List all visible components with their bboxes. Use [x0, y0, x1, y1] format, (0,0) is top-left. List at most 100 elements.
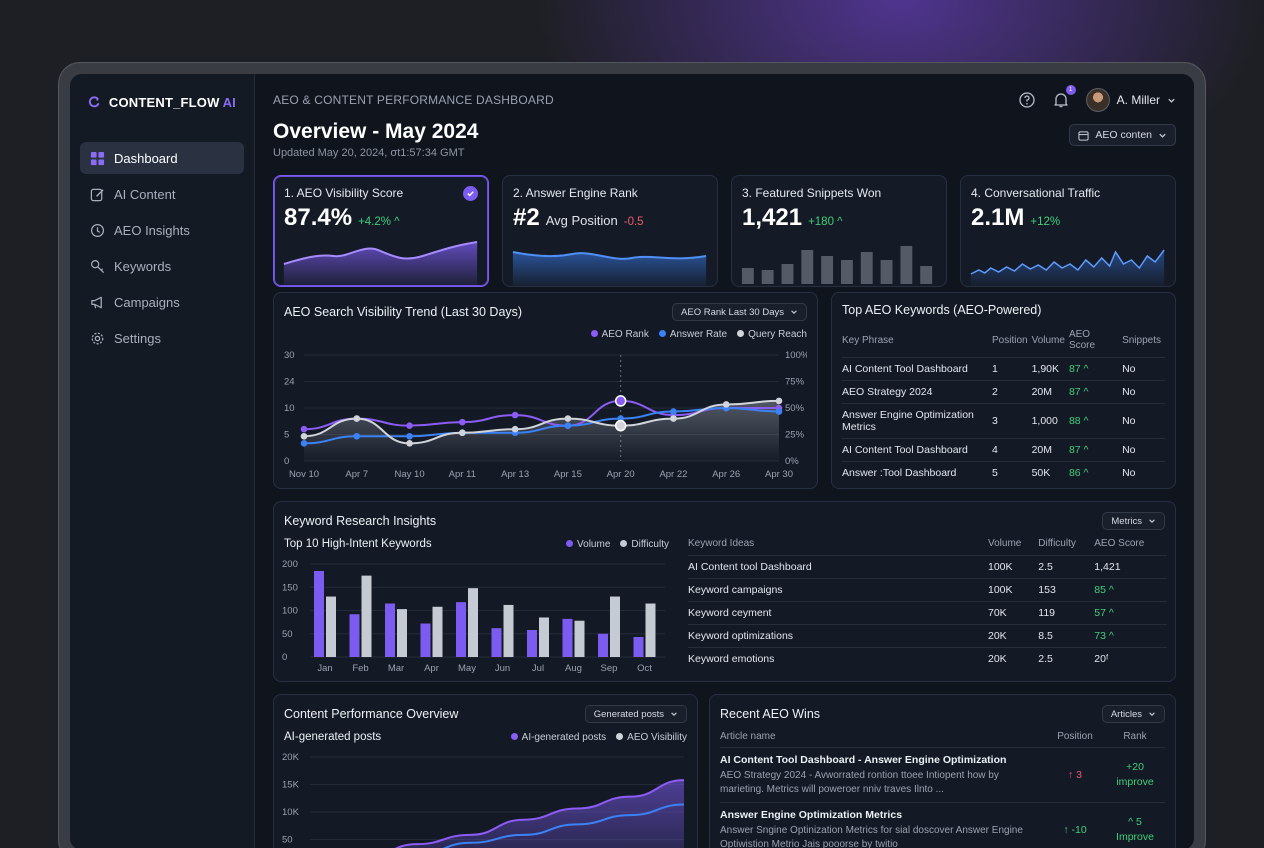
content-filter-dropdown[interactable]: AEO conten: [1069, 124, 1176, 146]
metrics-dropdown[interactable]: Metrics: [1102, 512, 1165, 530]
app-name: CONTENT_FLOW: [108, 94, 220, 110]
table-cell: 20M: [1031, 380, 1069, 404]
table-cell: 153: [1038, 578, 1095, 602]
sidebar-item-keywords[interactable]: Keywords: [80, 250, 244, 282]
table-row[interactable]: Keyword optimizations 20K 8.5 73 ^: [688, 624, 1167, 648]
x-tick-label: Apr 11: [449, 469, 476, 480]
sparkline-visibility: [283, 241, 478, 286]
kpi-card-conversational-traffic[interactable]: 4. Conversational Traffic 2.1M +12%: [960, 175, 1176, 287]
articles-dropdown[interactable]: Articles: [1101, 705, 1165, 723]
table-row[interactable]: Keyword emotions 20K 2.5 20ᶠ: [688, 647, 1167, 670]
data-point: [300, 432, 308, 440]
check-icon: [463, 186, 478, 201]
table-cell: 1,421: [1094, 555, 1167, 579]
bar: [432, 606, 443, 657]
x-tick-label: Apr 20: [607, 469, 635, 480]
table-cell: No: [1122, 461, 1165, 484]
table-row[interactable]: Answer :Tool Dashboard 5 50K 86 ^ No: [842, 461, 1165, 484]
app-logo[interactable]: CONTENT_FLOW AI: [80, 92, 244, 112]
column-header: Rank: [1123, 731, 1147, 742]
sidebar-item-campaigns[interactable]: Campaigns: [80, 286, 244, 318]
x-tick-label: Sep: [601, 663, 618, 674]
area-legend: AI-generated posts AEO Visibility: [510, 732, 687, 743]
key-icon: [90, 259, 105, 273]
kpi-value: 1,421: [742, 204, 803, 231]
legend-item-aeo-visibility: AEO Visibility: [616, 732, 687, 743]
panel-title: AEO Search Visibility Trend (Last 30 Day…: [284, 305, 523, 319]
win-position: ↑ -10: [1063, 824, 1087, 836]
win-rank: ^ 5 Improve: [1105, 815, 1165, 844]
bar-legend: Volume Difficulty: [566, 539, 669, 550]
sidebar-item-label: Settings: [114, 330, 161, 346]
table-cell: AI Content Tool Dashboard: [842, 357, 992, 381]
table-row[interactable]: Keyword ceyment 70K 119 57 ^: [688, 601, 1167, 625]
kpi-card-aeo-visibility[interactable]: 1. AEO Visibility Score 87.4% +4.2% ^: [273, 175, 489, 287]
win-row[interactable]: AI Content Tool Dashboard - Answer Engin…: [720, 748, 1165, 803]
win-rank-value: ^ 5: [1128, 816, 1142, 829]
table-row[interactable]: Keyword campaigns 100K 153 85 ^: [688, 578, 1167, 602]
panel-title: Keyword Research Insights: [284, 514, 437, 528]
column-header: Keyword Ideas: [688, 538, 755, 549]
sidebar-item-ai-content[interactable]: AI Content: [80, 178, 244, 210]
table-cell: 1,000: [1031, 403, 1069, 439]
x-tick-label: Jan: [317, 663, 332, 674]
y-tick-label: 24: [284, 377, 295, 388]
x-tick-label: Nov 10: [289, 469, 319, 480]
sidebar-item-label: AEO Insights: [114, 222, 190, 238]
filter-label: AEO conten: [1095, 129, 1152, 141]
table-row[interactable]: AI Content Tool Dashboard 1 1,90K 87 ^ No: [842, 357, 1165, 381]
trend-range-dropdown[interactable]: AEO Rank Last 30 Days: [672, 303, 807, 321]
sidebar-item-label: Keywords: [114, 258, 172, 274]
column-header: Difficulty: [1038, 538, 1076, 549]
sidebar-item-settings[interactable]: Settings: [80, 322, 244, 354]
trend-legend: AEO Rank Answer Rate Query Reach: [284, 329, 807, 340]
y-tick-label: 200: [282, 559, 298, 570]
y-tick-label: 5: [284, 430, 289, 441]
kpi-delta: -0.5: [623, 216, 644, 228]
dropdown-label: Generated posts: [593, 708, 664, 720]
table-row[interactable]: AEO Strategy 2024 2 20M 87 ^ No: [842, 380, 1165, 404]
generated-posts-dropdown[interactable]: Generated posts: [584, 705, 687, 723]
bar: [574, 620, 585, 657]
series-line-2: [303, 399, 780, 445]
data-point: [670, 415, 677, 422]
kpi-label: 4. Conversational Traffic: [971, 186, 1101, 200]
bars-snippets: [741, 246, 933, 284]
kpi-card-answer-engine-rank[interactable]: 2. Answer Engine Rank #2 Avg Position -0…: [502, 175, 718, 287]
kpi-card-featured-snippets[interactable]: 3. Featured Snippets Won 1,421 +180 ^: [731, 175, 947, 287]
y-tick-label: 0: [282, 652, 287, 663]
y-tick-label: 10: [284, 403, 295, 414]
table-cell: No: [1122, 380, 1165, 404]
legend-label: Volume: [577, 538, 611, 550]
table-cell: 2.5: [1038, 647, 1095, 670]
x-tick-label: May: [458, 663, 476, 674]
table-cell: 20K: [988, 647, 1039, 670]
help-icon[interactable]: [1018, 91, 1036, 109]
top-keywords-table: Key Phrase Position Volume AEO Score Snippet…: [842, 329, 1165, 484]
bell-icon[interactable]: 1: [1052, 85, 1076, 109]
legend-label: Answer Rate: [669, 329, 728, 340]
dashboard-icon: [90, 151, 105, 165]
win-position: ↑ 3: [1067, 769, 1082, 781]
user-menu[interactable]: A. Miller: [1085, 88, 1176, 112]
table-row[interactable]: Answer Engine Optimization Metrics 3 1,000…: [842, 403, 1165, 439]
table-cell: 70K: [988, 601, 1039, 625]
table-cell: 88 ^: [1068, 403, 1123, 439]
x-tick-label: Jun: [495, 663, 510, 674]
bar: [397, 609, 407, 657]
win-row[interactable]: Answer Engine Optimization Metrics Answe…: [720, 803, 1165, 848]
table-row[interactable]: AI Content tool Dashboard 100K 2.5 1,421: [688, 555, 1167, 579]
panel-title: Top AEO Keywords (AEO-Powered): [842, 303, 1042, 317]
data-point: [614, 395, 627, 407]
chevron-down-icon: [1168, 98, 1175, 103]
data-point: [353, 432, 361, 440]
megaphone-icon: [91, 296, 102, 308]
table-row[interactable]: AI Content Tool Dashboard 4 20M 87 ^ No: [842, 438, 1165, 462]
table-cell: AI Content tool Dashboard: [688, 555, 988, 579]
sparkline-rank: [512, 251, 707, 286]
gear-icon: [91, 332, 104, 344]
sidebar-item-dashboard[interactable]: Dashboard: [80, 142, 244, 174]
keyword-ideas-table: Keyword Ideas Volume Difficulty AEO Score A…: [688, 538, 1167, 670]
sidebar-item-aeo-insights[interactable]: AEO Insights: [80, 214, 244, 246]
data-point: [511, 411, 519, 419]
